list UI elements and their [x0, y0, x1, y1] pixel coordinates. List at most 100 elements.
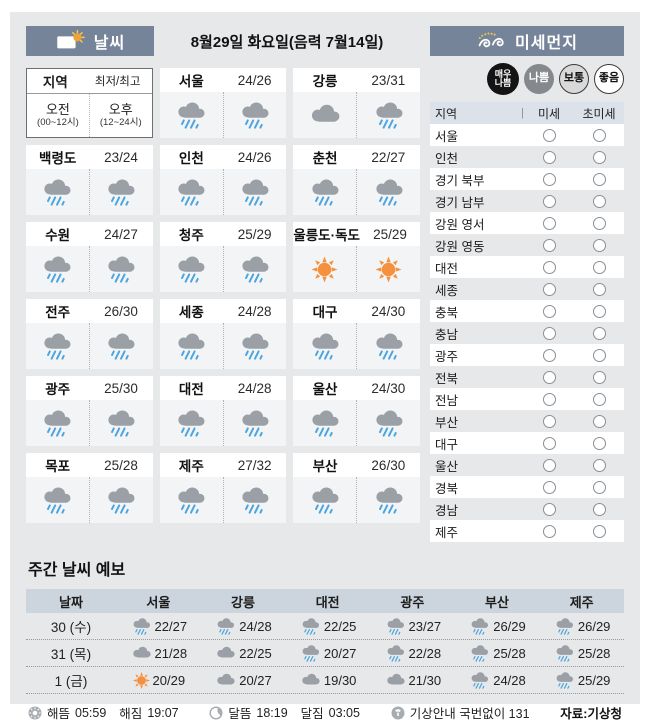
dust-region-name: 경기 남부: [435, 195, 485, 210]
weekly-forecast-cell: 23/27: [370, 617, 455, 635]
sun-icon: [132, 671, 151, 690]
pm25-level-indicator: [592, 414, 606, 428]
pm10-level-indicator: [542, 502, 556, 516]
weekly-forecast-cell: 22/28: [370, 644, 455, 662]
weekly-temp: 25/28: [493, 645, 526, 661]
weather-card-top: 인천 24/26: [159, 145, 287, 169]
city-name: 목포: [45, 459, 71, 474]
legend-top-row: 지역 최저/최고: [27, 69, 152, 94]
weekly-forecast-cell: 22/25: [285, 617, 370, 635]
weather-card-top: 울산 24/30: [293, 376, 420, 400]
wind-icon: [476, 30, 508, 52]
cloud-icon: [130, 645, 153, 662]
dust-section: 미세먼지 매우 나쁨 나쁨 보통 좋음 지역 | 미세 초미세 서울 인천 경기 북부 경기 …: [430, 26, 624, 542]
weekly-forecast-cell: 22/27: [116, 617, 201, 635]
city-temp: 22/27: [371, 149, 406, 165]
dust-row: 경남: [430, 498, 624, 520]
am-forecast: [293, 477, 356, 523]
pm10-cell: [524, 238, 574, 252]
weather-card: 수원 24/27: [26, 222, 153, 292]
pm-forecast: [88, 323, 153, 369]
legend-pm-label: 오후: [108, 101, 133, 117]
am-forecast: [160, 323, 223, 369]
phone-icon: [391, 706, 405, 720]
weather-card: 청주 25/29: [159, 222, 287, 292]
dust-legend: 매우 나쁨 나쁨 보통 좋음: [430, 63, 624, 95]
weather-card-icons: [26, 169, 153, 215]
weather-card-icons: [26, 246, 153, 292]
pm25-cell: [574, 282, 624, 296]
legend-am: 오전 (00~12시): [27, 94, 89, 137]
dust-row: 강원 영서: [430, 212, 624, 234]
pm10-level-indicator: [542, 480, 556, 494]
weekly-forecast-cell: 19/30: [285, 672, 370, 689]
weekly-temp: 19/30: [323, 672, 357, 688]
dust-region-name: 울산: [435, 459, 459, 474]
weather-card-icons: [293, 92, 420, 138]
weather-card: 울릉도·독도 25/29: [293, 222, 420, 292]
city-name: 광주: [45, 382, 71, 397]
city-name: 울릉도·독도: [293, 228, 360, 243]
pm10-cell: [524, 458, 574, 472]
pm25-cell: [574, 150, 624, 164]
pm10-cell: [524, 480, 574, 494]
rain-icon: [237, 332, 273, 360]
weekly-row: 30 (수) 22/27 24/28 22/25 23/27 26/29 26/29: [26, 613, 624, 640]
rain-icon: [237, 409, 273, 437]
dust-row: 부산: [430, 410, 624, 432]
dust-legend-badge-normal: 보통: [559, 64, 589, 94]
pm-forecast: [222, 400, 287, 446]
weather-card-icons: [293, 400, 420, 446]
am-forecast: [160, 169, 223, 215]
rain-icon: [237, 486, 273, 514]
city-temp: 25/30: [104, 380, 138, 396]
dust-region-name: 강원 영서: [435, 217, 485, 232]
weather-card-top: 광주 25/30: [26, 376, 153, 400]
rain-icon: [39, 255, 75, 283]
pm10-cell: [524, 304, 574, 318]
rain-icon: [103, 178, 139, 206]
dust-legend-badge-very-bad: 매우 나쁨: [487, 63, 519, 95]
weekly-temp: 26/29: [493, 618, 526, 634]
weather-card-icons: [159, 169, 287, 215]
pm10-level-indicator: [542, 524, 556, 538]
sun-icon: [310, 255, 339, 284]
dust-region-name: 인천: [435, 151, 459, 166]
dust-region-name: 충북: [435, 305, 459, 320]
weather-card-top: 청주 25/29: [159, 222, 287, 246]
dust-row: 대구: [430, 432, 624, 454]
pm-forecast: [356, 477, 420, 523]
dust-region-name: 대전: [435, 261, 459, 276]
pm10-cell: [524, 348, 574, 362]
city-temp: 24/27: [104, 226, 138, 242]
pm25-cell: [574, 238, 624, 252]
weekly-column-header: 날짜: [59, 594, 83, 610]
pm25-cell: [574, 480, 624, 494]
rain-icon: [237, 255, 273, 283]
city-temp: 26/30: [104, 303, 138, 319]
weather-card: 전주 26/30: [26, 299, 153, 369]
dust-row: 경북: [430, 476, 624, 498]
moonrise-icon: [209, 706, 223, 720]
pm10-cell: [524, 150, 574, 164]
pm10-cell: [524, 436, 574, 450]
cloud-icon: [307, 102, 343, 129]
sun-icon: [374, 255, 403, 284]
weather-card-icons: [293, 323, 420, 369]
weekly-header-row: 날짜 서울 강릉 대전 광주 부산 제주: [26, 589, 624, 613]
weekly-forecast-cell: 25/28: [455, 644, 540, 662]
weekly-temp: 24/28: [493, 672, 526, 688]
pm25-level-indicator: [592, 436, 606, 450]
pm-forecast: [222, 169, 287, 215]
city-name: 대전: [178, 382, 204, 397]
weather-card-top: 강릉 23/31: [293, 68, 420, 92]
pm25-cell: [574, 172, 624, 186]
pm10-cell: [524, 128, 574, 142]
weekly-forecast-cell: 26/29: [539, 617, 624, 635]
weekly-column-header: 대전: [315, 594, 340, 610]
rain-icon: [39, 409, 75, 437]
pm10-level-indicator: [542, 194, 556, 208]
city-name: 수원: [45, 228, 71, 243]
rain-icon: [173, 178, 209, 206]
pm10-cell: [524, 216, 574, 230]
